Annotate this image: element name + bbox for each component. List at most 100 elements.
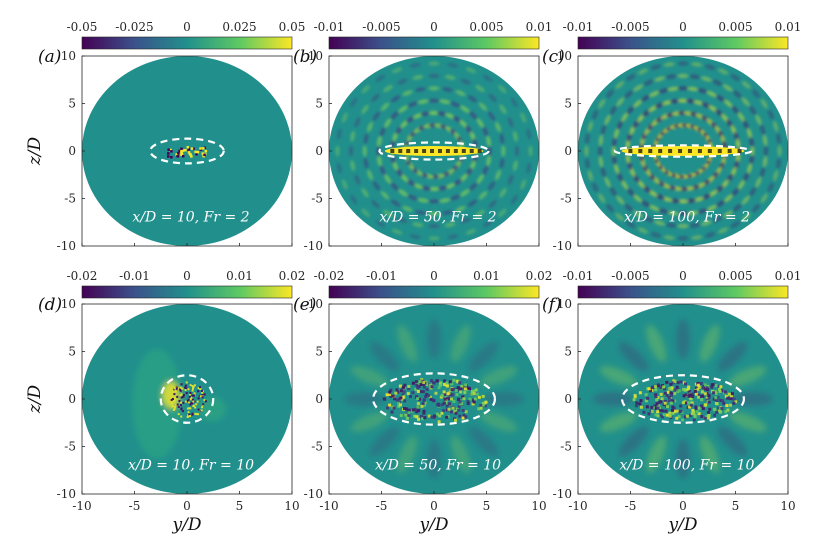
wave-crest [486, 135, 491, 147]
wave-lobe [427, 319, 441, 359]
wake-core-low [437, 149, 442, 153]
turbulent-speck [173, 393, 176, 396]
turbulent-speck [692, 418, 696, 422]
wave-crest [654, 76, 665, 82]
wave-crest [741, 97, 750, 107]
wave-crest [354, 174, 361, 185]
panel-label: (c) [542, 47, 565, 67]
turbulent-speck [472, 389, 476, 393]
wave-crest [482, 74, 493, 82]
turbulent-speck [431, 398, 435, 402]
turbulent-speck [189, 415, 192, 418]
turbulent-speck [462, 385, 466, 389]
turbulent-speck [445, 381, 449, 385]
wave-crest [687, 210, 699, 216]
wave-lobe [369, 426, 400, 457]
x-tick-label: 0 [679, 499, 687, 513]
turbulent-speck [662, 413, 666, 417]
turbulent-speck [457, 405, 461, 409]
turbulent-speck [433, 414, 437, 418]
turbulent-speck [388, 403, 392, 407]
turbulent-speck [191, 389, 194, 392]
turbulent-speck [180, 393, 183, 396]
colorbar-tick-label: -0.005 [611, 20, 649, 34]
wake-core-low [461, 149, 466, 153]
turbulent-speck [448, 389, 452, 393]
wave-crest [460, 105, 470, 113]
turbulent-speck [666, 390, 670, 394]
turbulent-speck [195, 403, 198, 406]
wake-speck [175, 153, 178, 156]
wave-crest [767, 109, 774, 120]
wake-speck [195, 152, 198, 156]
wake-core-low [477, 149, 482, 153]
wave-crest [335, 145, 340, 157]
turbulent-speck [186, 415, 189, 418]
turbulent-speck [440, 403, 444, 407]
wave-crest [776, 133, 781, 145]
wave-crest [520, 179, 527, 190]
wave-crest [773, 121, 779, 132]
y-tick-label: 10 [557, 297, 572, 311]
turbulent-speck [199, 386, 202, 389]
turbulent-speck [716, 396, 720, 400]
turbulent-speck [663, 399, 667, 403]
wave-crest [465, 67, 477, 74]
turbulent-speck [470, 392, 474, 396]
wave-crest [450, 194, 461, 201]
turbulent-speck [188, 395, 191, 398]
wake-core-low [469, 149, 474, 153]
turbulent-speck [662, 385, 666, 389]
turbulent-speck [665, 405, 669, 409]
wave-crest [498, 85, 507, 94]
turbulent-speck [197, 408, 200, 411]
turbulent-speck [734, 400, 738, 404]
wave-crest [731, 105, 740, 115]
turbulent-speck [454, 388, 458, 392]
turbulent-speck [187, 388, 190, 391]
wave-lobe [484, 392, 524, 406]
wave-crest [704, 232, 716, 238]
colorbar-tick-label: 0 [679, 269, 687, 283]
turbulent-speck [671, 399, 675, 403]
panel-annotation: x/D = 50, Fr = 10 [375, 457, 501, 473]
colorbar-gradient [577, 285, 789, 299]
turbulent-speck [187, 401, 190, 404]
turbulent-speck [196, 400, 199, 403]
turbulent-speck [668, 387, 672, 391]
turbulent-speck [438, 414, 442, 418]
wake-core-low [707, 149, 712, 153]
panel-c: -0.01 -0.005 0 0.005 0.01 -10 -5 0 5 10(c) x/D = 1… [542, 20, 801, 253]
wave-crest [350, 130, 356, 142]
wave-crest [428, 236, 440, 241]
panel-annotation: x/D = 10, Fr = 10 [128, 457, 254, 473]
wave-crest [637, 227, 648, 234]
turbulent-speck [644, 399, 648, 403]
wave-crest [737, 180, 745, 190]
wave-crest [677, 211, 689, 216]
wave-crest [407, 194, 418, 201]
turbulent-speck [417, 417, 421, 421]
turbulent-speck [192, 385, 195, 388]
wave-crest [498, 208, 507, 217]
wave-crest [616, 195, 625, 205]
turbulent-speck [174, 389, 177, 392]
wave-crest [465, 228, 477, 235]
colorbar: -0.01 -0.005 0 0.005 0.01 [563, 20, 801, 50]
wave-crest [417, 99, 429, 105]
wake-speck [190, 147, 194, 150]
wave-lobe [468, 341, 499, 372]
wave-crest [467, 95, 478, 103]
turbulent-speck [730, 396, 734, 400]
turbulent-speck [669, 394, 673, 398]
wake-speck [180, 147, 183, 151]
turbulent-speck [181, 410, 184, 413]
turbulent-speck [179, 389, 182, 392]
turbulent-speck [435, 379, 439, 383]
turbulent-speck [396, 390, 400, 394]
turbulent-speck [654, 395, 658, 399]
wake-speck [192, 147, 195, 150]
wave-crest [428, 110, 440, 116]
wave-crest [336, 128, 342, 140]
wave-crest [341, 179, 348, 190]
